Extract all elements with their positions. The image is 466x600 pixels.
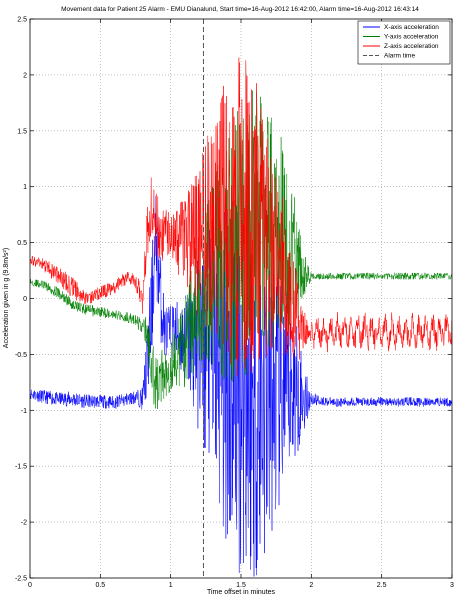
legend-label: Y-axis acceleration bbox=[384, 34, 439, 41]
legend-label: Z-axis acceleration bbox=[384, 43, 439, 50]
y-tick-label: -0.5 bbox=[15, 352, 27, 359]
series-line-x-axis bbox=[30, 195, 452, 577]
y-tick-label: 0 bbox=[23, 296, 27, 303]
x-tick-label: 3 bbox=[450, 582, 454, 589]
y-tick-label: -1.5 bbox=[15, 464, 27, 471]
axis-ticks: 0 0.5 1 1.5 2 2.5 3 -2.5 -2 -1.5 -1 -0.5 0 0.5 1 1.5 2 2.… bbox=[15, 17, 454, 590]
y-tick-label: -2.5 bbox=[15, 576, 27, 583]
y-tick-label: 0.5 bbox=[17, 240, 27, 247]
x-axis-label: Time offset in minutes bbox=[207, 589, 276, 596]
x-tick-label: 2 bbox=[309, 582, 313, 589]
legend-box bbox=[357, 20, 451, 65]
x-tick-label: 0.5 bbox=[95, 582, 105, 589]
series-line-z-axis bbox=[30, 57, 452, 376]
x-tick-label: 1.5 bbox=[236, 582, 246, 589]
chart-title: Movement data for Patient 25 Alarm - EMU… bbox=[61, 6, 419, 13]
y-tick-label: 2.5 bbox=[17, 17, 27, 24]
legend-label: X-axis acceleration bbox=[384, 24, 439, 31]
x-tick-label: 0 bbox=[28, 582, 32, 589]
y-tick-label: -2 bbox=[21, 520, 27, 527]
legend: X-axis acceleration Y-axis acceleration Z-… bbox=[357, 20, 451, 65]
y-axis-label: Acceleration given in g (9.8m/s²) bbox=[3, 248, 10, 348]
x-tick-label: 2.5 bbox=[377, 582, 387, 589]
series-group bbox=[30, 57, 452, 577]
legend-label: Alarm time bbox=[384, 53, 415, 60]
y-tick-label: 2 bbox=[23, 72, 27, 79]
y-tick-label: 1 bbox=[23, 184, 27, 191]
x-tick-label: 1 bbox=[169, 582, 173, 589]
y-tick-label: 1.5 bbox=[17, 128, 27, 135]
plot-area: 0 0.5 1 1.5 2 2.5 3 -2.5 -2 -1.5 -1 -0.5 0 0.5 1 1.5 2 2.… bbox=[15, 17, 454, 590]
y-tick-label: -1 bbox=[21, 408, 27, 415]
